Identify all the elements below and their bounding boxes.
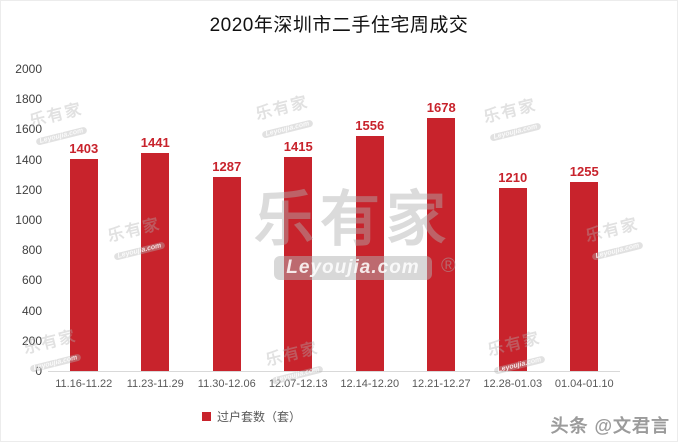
legend-swatch (202, 412, 211, 421)
bar (284, 157, 313, 371)
bar-value-label: 1678 (426, 99, 456, 115)
bar (355, 136, 384, 371)
x-axis-labels: 11.16-11.22 11.23-11.29 11.30-12.06 12.07-1… (48, 378, 620, 390)
y-axis-tick-label: 1200 (15, 182, 42, 197)
bar-value-label: 1287 (212, 158, 242, 174)
x-axis-label: 12.28-01.03 (483, 378, 543, 390)
y-axis-tick-label: 2000 (15, 62, 42, 76)
bar-slot: 1678 (406, 69, 478, 371)
bar-slot: 1255 (549, 69, 621, 371)
bar (212, 176, 241, 371)
bar-value-label: 1415 (283, 139, 313, 155)
x-axis-label: 11.23-11.29 (126, 378, 184, 390)
bar (570, 181, 599, 371)
legend-label: 过户套数（套） (217, 410, 302, 424)
bar (498, 188, 527, 371)
bar-slot: 1403 (48, 69, 120, 371)
y-axis-tick-label: 1000 (15, 213, 42, 227)
y-axis-tick-label: 200 (21, 333, 42, 348)
bar-value-label: 1210 (498, 170, 528, 186)
bar (427, 117, 456, 371)
bar-slot: 1287 (191, 69, 263, 371)
bar-series: 1403 1441 1287 1415 1556 1678 1210 1255 (48, 69, 620, 371)
bar-value-label: 1556 (355, 118, 385, 134)
x-axis-label: 01.04-01.10 (554, 378, 614, 390)
y-axis-tick-label: 0 (35, 364, 42, 378)
bar (69, 159, 98, 371)
x-axis-label: 12.14-12.20 (340, 378, 400, 390)
bar-slot: 1556 (334, 69, 406, 371)
chart-title: 2020年深圳市二手住宅周成交 (209, 15, 469, 36)
author-watermark: 头条 @文君言 (550, 416, 670, 436)
bar-slot: 1210 (477, 69, 549, 371)
y-axis-tick-label: 1600 (15, 122, 42, 137)
x-axis-line (48, 371, 620, 372)
x-axis-label: 11.16-11.22 (55, 378, 113, 390)
bar-value-label: 1441 (140, 135, 170, 151)
y-axis-tick-label: 400 (21, 303, 42, 318)
bar-value-label: 1255 (569, 163, 599, 179)
y-axis-tick-label: 600 (21, 273, 42, 288)
bar (141, 153, 170, 371)
y-axis-tick-label: 1800 (15, 92, 42, 107)
bar-slot: 1441 (120, 69, 192, 371)
y-axis-tick-label: 1400 (15, 152, 42, 167)
bar-slot: 1415 (263, 69, 335, 371)
y-axis-tick-label: 800 (21, 243, 42, 258)
x-axis-label: 12.07-12.13 (268, 378, 328, 390)
legend: 过户套数（套） (202, 408, 301, 425)
bar-value-label: 1403 (69, 141, 99, 157)
x-axis-label: 11.30-12.06 (197, 378, 256, 390)
x-axis-label: 12.21-12.27 (411, 378, 471, 390)
